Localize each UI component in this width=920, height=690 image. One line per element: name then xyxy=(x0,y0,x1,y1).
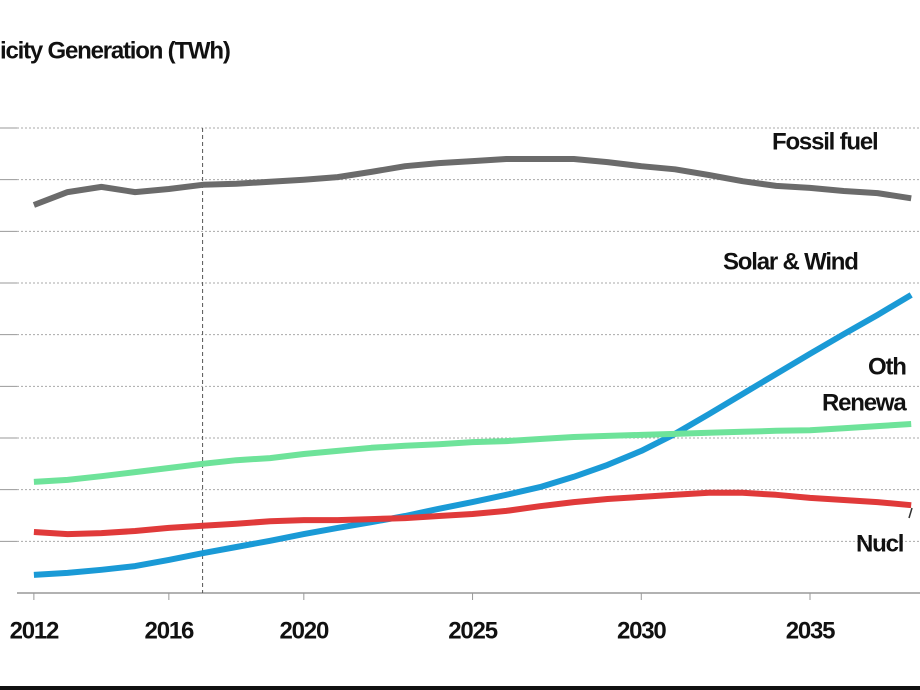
annotation: Renewa xyxy=(822,389,907,416)
x-tick-label: 2012 xyxy=(10,617,59,644)
x-tick-label: 2030 xyxy=(617,617,666,644)
bottom-border xyxy=(0,686,920,690)
x-tick-label: 2025 xyxy=(448,617,497,644)
series-line xyxy=(33,292,913,578)
series-line xyxy=(33,489,912,538)
series-line xyxy=(33,421,912,485)
x-tick-label: 2020 xyxy=(280,617,329,644)
series-label: Oth xyxy=(868,353,906,380)
x-tick-label: 2035 xyxy=(786,617,835,644)
leader-line xyxy=(908,507,913,519)
series-label: Fossil fuel xyxy=(772,128,878,155)
series-line xyxy=(32,156,912,208)
series-label: Nucl xyxy=(856,530,903,557)
series-label: Solar & Wind xyxy=(723,248,858,275)
x-tick-label: 2016 xyxy=(145,617,194,644)
chart-title: icity Generation (TWh) xyxy=(0,37,230,64)
